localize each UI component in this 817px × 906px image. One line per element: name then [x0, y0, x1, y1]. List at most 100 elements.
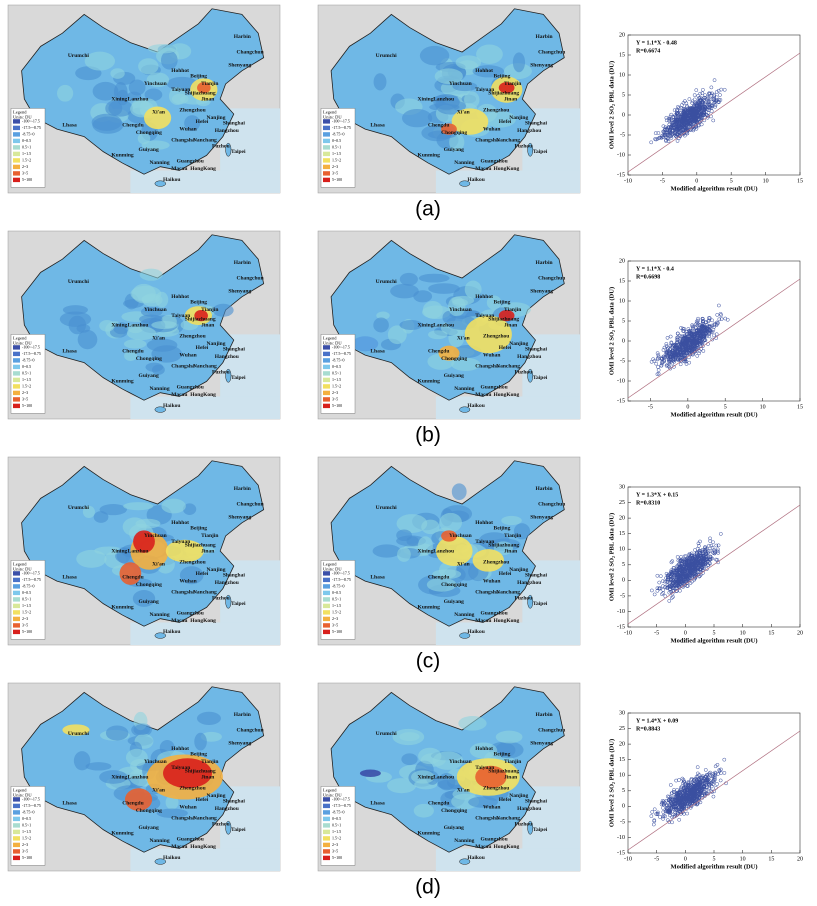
city-label: Changsha	[171, 138, 195, 144]
y-tick-label: 20	[619, 32, 625, 38]
legend-item: -100~-17.5	[22, 344, 40, 349]
city-label: Hangzhou	[215, 580, 239, 586]
texture	[106, 725, 128, 740]
legend-item: 1.5~2	[22, 609, 31, 614]
legend-swatch	[13, 404, 20, 408]
city-label: HongKong	[190, 392, 216, 398]
legend-item: -8.75~0	[332, 131, 345, 136]
city-label: Hangzhou	[517, 354, 541, 360]
legend-swatch	[323, 810, 330, 814]
y-tick-label: -10	[617, 378, 625, 384]
city-label: Yinchuan	[449, 81, 472, 87]
legend-swatch	[323, 823, 330, 827]
legend-item: -8.75~0	[22, 131, 35, 136]
city-label: Xi'an	[457, 335, 470, 341]
city-label: Changchun	[538, 49, 565, 55]
legend-swatch	[13, 145, 20, 149]
city-label: Tianjin	[504, 533, 521, 539]
city-label: Changsha	[171, 590, 195, 596]
hotspot	[360, 769, 381, 777]
city-label: Hangzhou	[517, 128, 541, 134]
city-label: Kunming	[111, 379, 134, 385]
sea	[436, 622, 580, 645]
panel-label: (a)	[415, 198, 441, 221]
city-label: Kunming	[111, 831, 134, 837]
texture	[151, 321, 177, 329]
city-label: Xining	[111, 322, 127, 328]
legend-item: 0.5~1	[22, 822, 31, 827]
city-label: Hefei	[499, 571, 512, 577]
city-label: Wuhan	[179, 126, 196, 132]
legend-item: 3~5	[22, 170, 28, 175]
x-tick-label: 15	[797, 178, 803, 184]
legend-swatch	[13, 797, 20, 801]
city-label: Chengdu	[122, 123, 143, 129]
texture	[393, 729, 425, 745]
city-label: Jinan	[504, 96, 517, 102]
y-tick-label: 30	[619, 710, 625, 716]
city-label: Changchun	[236, 49, 263, 55]
city-label: Tianjin	[201, 307, 218, 313]
city-label: Yinchuan	[449, 533, 472, 539]
x-tick-label: -5	[654, 630, 659, 636]
city-label: Yinchuan	[449, 307, 472, 313]
texture	[428, 330, 447, 339]
sea	[436, 848, 580, 871]
legend-swatch	[13, 345, 20, 349]
x-tick-label: 15	[768, 856, 774, 862]
legend-swatch	[323, 158, 330, 162]
sea	[130, 396, 280, 419]
city-label: Changchun	[538, 501, 565, 507]
legend-item: 0~0.5	[332, 364, 341, 369]
city-label: Hohhot	[475, 68, 493, 74]
city-label: Macau	[171, 166, 187, 172]
city-label: Shenyang	[228, 740, 251, 746]
legend-swatch	[323, 365, 330, 369]
legend-swatch	[13, 371, 20, 375]
legend-item: 0.5~1	[332, 596, 341, 601]
legend-item: 3~5	[22, 848, 28, 853]
legend-swatch	[323, 630, 330, 634]
y-tick-label: 10	[619, 298, 625, 304]
legend-item: 2~3	[22, 842, 28, 847]
legend-swatch	[13, 126, 20, 130]
texture	[419, 274, 450, 283]
texture	[57, 85, 73, 102]
city-label: Haikou	[467, 177, 484, 183]
city-label: Yinchuan	[144, 533, 167, 539]
city-label: Beijing	[190, 752, 207, 758]
y-tick-label: 0	[622, 112, 625, 118]
sea	[130, 170, 280, 193]
city-label: Hohhot	[171, 746, 189, 752]
legend-item: 3~5	[332, 848, 338, 853]
city-label: Chongqing	[441, 130, 467, 136]
city-label: Zhengzhou	[179, 560, 205, 566]
legend-item: -8.75~0	[332, 583, 345, 588]
city-label: Macau	[475, 618, 491, 624]
r-value: R=0.6674	[636, 48, 660, 54]
legend-item: -100~-17.5	[332, 570, 350, 575]
legend-swatch	[323, 345, 330, 349]
legend-swatch	[323, 591, 330, 595]
texture	[458, 716, 486, 731]
city-label: Guiyang	[444, 373, 464, 379]
city-label: Urumchi	[68, 279, 90, 285]
texture	[85, 52, 115, 71]
legend-swatch	[13, 384, 20, 388]
city-label: Fuzhou	[515, 143, 533, 149]
texture	[423, 301, 443, 319]
legend-swatch	[13, 171, 20, 175]
city-label: Lhasa	[370, 123, 385, 129]
city-label: Haikou	[467, 403, 484, 409]
city-label: Hefei	[499, 797, 512, 803]
panel-label: (b)	[415, 424, 441, 447]
legend-item: -100~-17.5	[22, 118, 40, 123]
city-label: Guangzhou	[480, 610, 507, 616]
legend-item: 3~5	[22, 622, 28, 627]
city-label: Taipei	[533, 601, 548, 607]
city-label: Zhengzhou	[483, 786, 509, 792]
city-label: Tianjin	[504, 81, 521, 87]
legend-item: 0.5~1	[22, 370, 31, 375]
city-label: Xining	[418, 548, 434, 554]
